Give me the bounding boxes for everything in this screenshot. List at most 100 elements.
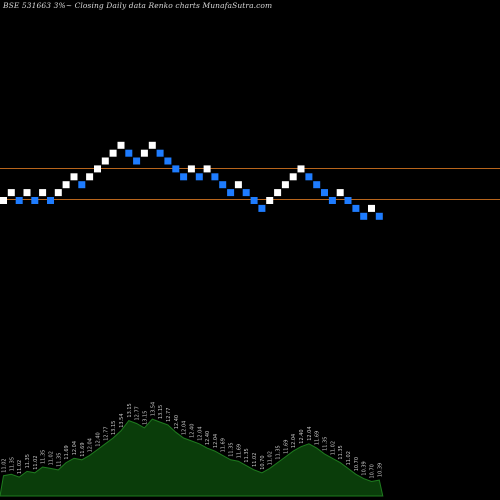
renko-brick	[133, 157, 141, 165]
value-label: 10.39	[362, 461, 368, 475]
renko-brick	[172, 165, 180, 173]
value-label: 11.02	[2, 458, 8, 472]
value-label: 11.35	[338, 445, 344, 459]
renko-brick	[274, 189, 282, 197]
value-label: 12.04	[291, 434, 297, 448]
value-label: 11.69	[315, 431, 321, 445]
value-label: 12.04	[182, 421, 188, 435]
value-label: 13.15	[142, 411, 148, 425]
renko-brick	[234, 181, 242, 189]
renko-brick	[117, 141, 125, 149]
renko-brick	[328, 197, 336, 204]
renko-brick	[86, 173, 94, 181]
value-label: 12.40	[205, 431, 211, 445]
renko-brick	[7, 189, 15, 197]
renko-brick	[297, 165, 305, 173]
value-label: 11.69	[80, 442, 86, 456]
value-label: 12.40	[299, 429, 305, 443]
value-label: 12.40	[174, 415, 180, 429]
value-label: 11.35	[244, 448, 250, 462]
renko-brick	[140, 149, 148, 157]
renko-brick	[203, 165, 211, 173]
renko-brick	[78, 181, 86, 189]
value-label: 11.35	[229, 442, 235, 456]
renko-brick	[195, 173, 203, 181]
value-label: 11.35	[41, 450, 47, 464]
renko-brick	[266, 197, 274, 204]
renko-brick	[305, 173, 313, 181]
renko-brick	[219, 181, 227, 189]
renko-brick	[321, 189, 328, 197]
value-label: 12.40	[96, 432, 102, 446]
renko-brick	[39, 189, 47, 197]
value-label: 12.77	[166, 408, 172, 422]
value-label: 12.77	[135, 406, 141, 420]
renko-brick	[101, 157, 109, 165]
value-label: 12.40	[189, 424, 195, 438]
value-label: 11.69	[236, 444, 242, 458]
value-label: 12.04	[307, 426, 313, 440]
value-label: 10.70	[260, 455, 266, 469]
value-label: 11.69	[283, 440, 289, 454]
renko-brick	[344, 197, 352, 204]
renko-brick	[360, 212, 368, 220]
renko-brick	[352, 204, 360, 212]
renko-brick	[94, 165, 101, 173]
value-label: 11.02	[252, 453, 258, 467]
renko-brick	[62, 181, 70, 189]
value-label: 10.70	[354, 457, 360, 471]
renko-brick	[227, 189, 235, 197]
value-label: 11.69	[221, 438, 227, 452]
value-label: 11.35	[323, 437, 329, 451]
value-label: 13.15	[111, 421, 117, 435]
renko-brick	[281, 181, 289, 189]
renko-brick	[187, 165, 195, 173]
renko-brick	[23, 189, 31, 197]
renko-brick	[148, 141, 156, 149]
value-label: 11.35	[25, 454, 31, 468]
renko-brick	[211, 173, 219, 181]
value-label: 11.02	[346, 451, 352, 465]
renko-brick	[258, 204, 266, 212]
renko-brick	[180, 173, 188, 181]
page-title: BSE 531663 3%~ Closing Daily data Renko …	[3, 1, 273, 10]
value-label: 10.70	[370, 464, 376, 478]
renko-brick	[31, 197, 39, 204]
value-label: 13.54	[150, 402, 156, 416]
renko-brick	[164, 157, 172, 165]
renko-brick	[313, 181, 321, 189]
renko-brick	[0, 197, 7, 204]
renko-brick	[109, 149, 117, 157]
value-label: 12.04	[72, 441, 78, 455]
renko-brick	[242, 189, 250, 197]
renko-brick	[54, 189, 62, 197]
renko-brick	[156, 149, 164, 157]
value-label: 11.02	[17, 460, 23, 474]
value-label: 13.54	[119, 413, 125, 427]
value-label: 10.39	[377, 463, 383, 477]
renko-brick	[250, 197, 258, 204]
value-label: 11.02	[268, 451, 274, 465]
value-label: 12.04	[197, 426, 203, 440]
value-label: 11.02	[330, 441, 336, 455]
value-label: 11.69	[64, 445, 70, 459]
value-label: 11.35	[276, 445, 282, 459]
value-label: 11.02	[49, 451, 55, 465]
renko-brick	[47, 197, 54, 204]
renko-brick	[368, 204, 375, 212]
renko-brick	[375, 212, 383, 220]
renko-brick	[70, 173, 78, 181]
value-label: 11.35	[56, 453, 62, 467]
renko-brick	[336, 189, 344, 197]
renko-brick	[125, 149, 133, 157]
volume-area	[0, 418, 384, 497]
value-label: 12.77	[103, 426, 109, 440]
renko-brick	[289, 173, 297, 181]
renko-brick	[15, 197, 23, 204]
value-label: 12.04	[213, 434, 219, 448]
value-label: 12.04	[88, 438, 94, 452]
value-label: 11.02	[33, 455, 39, 469]
value-label: 13.15	[127, 403, 133, 417]
value-label: 13.15	[158, 405, 164, 419]
